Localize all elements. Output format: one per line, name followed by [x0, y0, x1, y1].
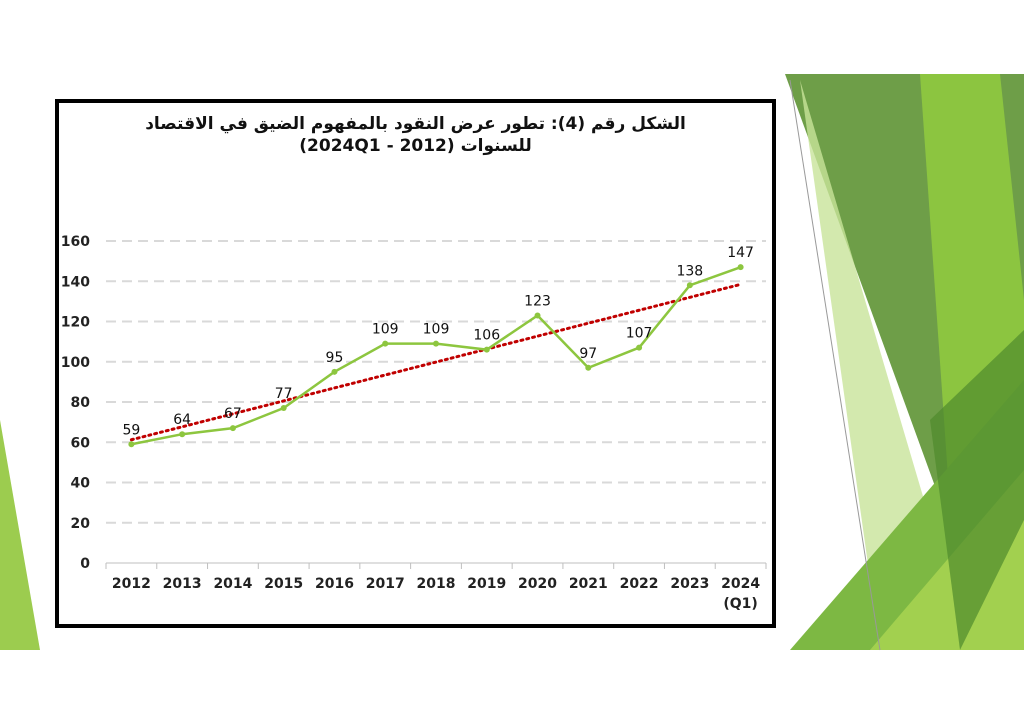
data-label: 64: [173, 412, 191, 428]
data-point: [280, 405, 287, 412]
data-point: [534, 312, 541, 319]
trendline: [129, 282, 743, 442]
y-tick-label: 140: [61, 274, 90, 290]
y-tick-label: 100: [61, 355, 90, 371]
x-tick-label: 2013: [163, 576, 202, 592]
data-label: 59: [122, 422, 140, 438]
data-label: 95: [326, 350, 344, 366]
data-point: [229, 425, 236, 432]
data-label: 107: [626, 326, 653, 342]
x-tick-label: 2015: [264, 576, 303, 592]
x-tick-label: 2012: [112, 576, 151, 592]
data-point: [382, 340, 389, 347]
chart-title: الشكل رقم (4): تطور عرض النقود بالمفهوم …: [59, 113, 772, 157]
data-label: 123: [524, 293, 551, 309]
data-label: 97: [579, 346, 597, 362]
data-point: [585, 364, 592, 371]
data-label: 147: [727, 245, 754, 261]
x-tick-label: 2016: [315, 576, 354, 592]
data-label: 106: [473, 328, 500, 344]
x-tick-label: 2022: [620, 576, 659, 592]
y-tick-label: 80: [71, 395, 91, 411]
data-point: [737, 264, 744, 271]
x-tick-label: 2019: [467, 576, 506, 592]
bg-shape-left: [0, 420, 40, 650]
data-point: [636, 344, 643, 351]
y-tick-label: 120: [61, 315, 90, 331]
data-point: [686, 282, 693, 289]
x-tick-label: 2014: [213, 576, 252, 592]
data-label: 67: [224, 406, 242, 422]
series-line: [131, 265, 742, 446]
data-label: 77: [275, 386, 293, 402]
y-tick-label: 160: [61, 234, 90, 250]
y-tick-label: 20: [71, 516, 91, 532]
chart-frame: الشكل رقم (4): تطور عرض النقود بالمفهوم …: [55, 99, 776, 628]
data-label: 109: [372, 322, 399, 338]
x-tick-sublabel: (Q1): [723, 596, 757, 612]
bg-shape-6: [930, 330, 1024, 650]
y-tick-label: 0: [80, 556, 90, 572]
data-label: 109: [423, 322, 450, 338]
chart-title-line2: للسنوات (2012 - 2024Q1): [299, 136, 532, 156]
data-point: [128, 441, 135, 448]
chart-plot: 0 20 40 60 80 100 120 140 160 2012 2013 2014 2015 201…: [61, 234, 767, 612]
y-tick-label: 40: [71, 476, 91, 492]
x-tick-label: 2018: [417, 576, 456, 592]
data-point: [179, 431, 186, 438]
chart-title-line1: الشكل رقم (4): تطور عرض النقود بالمفهوم …: [145, 114, 686, 134]
data-point: [433, 340, 439, 347]
data-label: 138: [676, 263, 703, 279]
bg-line: [789, 79, 881, 651]
x-tick-label: 2024: [721, 576, 760, 592]
x-tick-label: 2020: [518, 576, 557, 592]
data-point: [331, 368, 338, 375]
data-point: [483, 346, 490, 353]
x-tick-label: 2017: [366, 576, 405, 592]
x-tick-label: 2021: [569, 576, 608, 592]
x-tick-label: 2023: [670, 576, 709, 592]
y-tick-label: 60: [71, 435, 91, 451]
